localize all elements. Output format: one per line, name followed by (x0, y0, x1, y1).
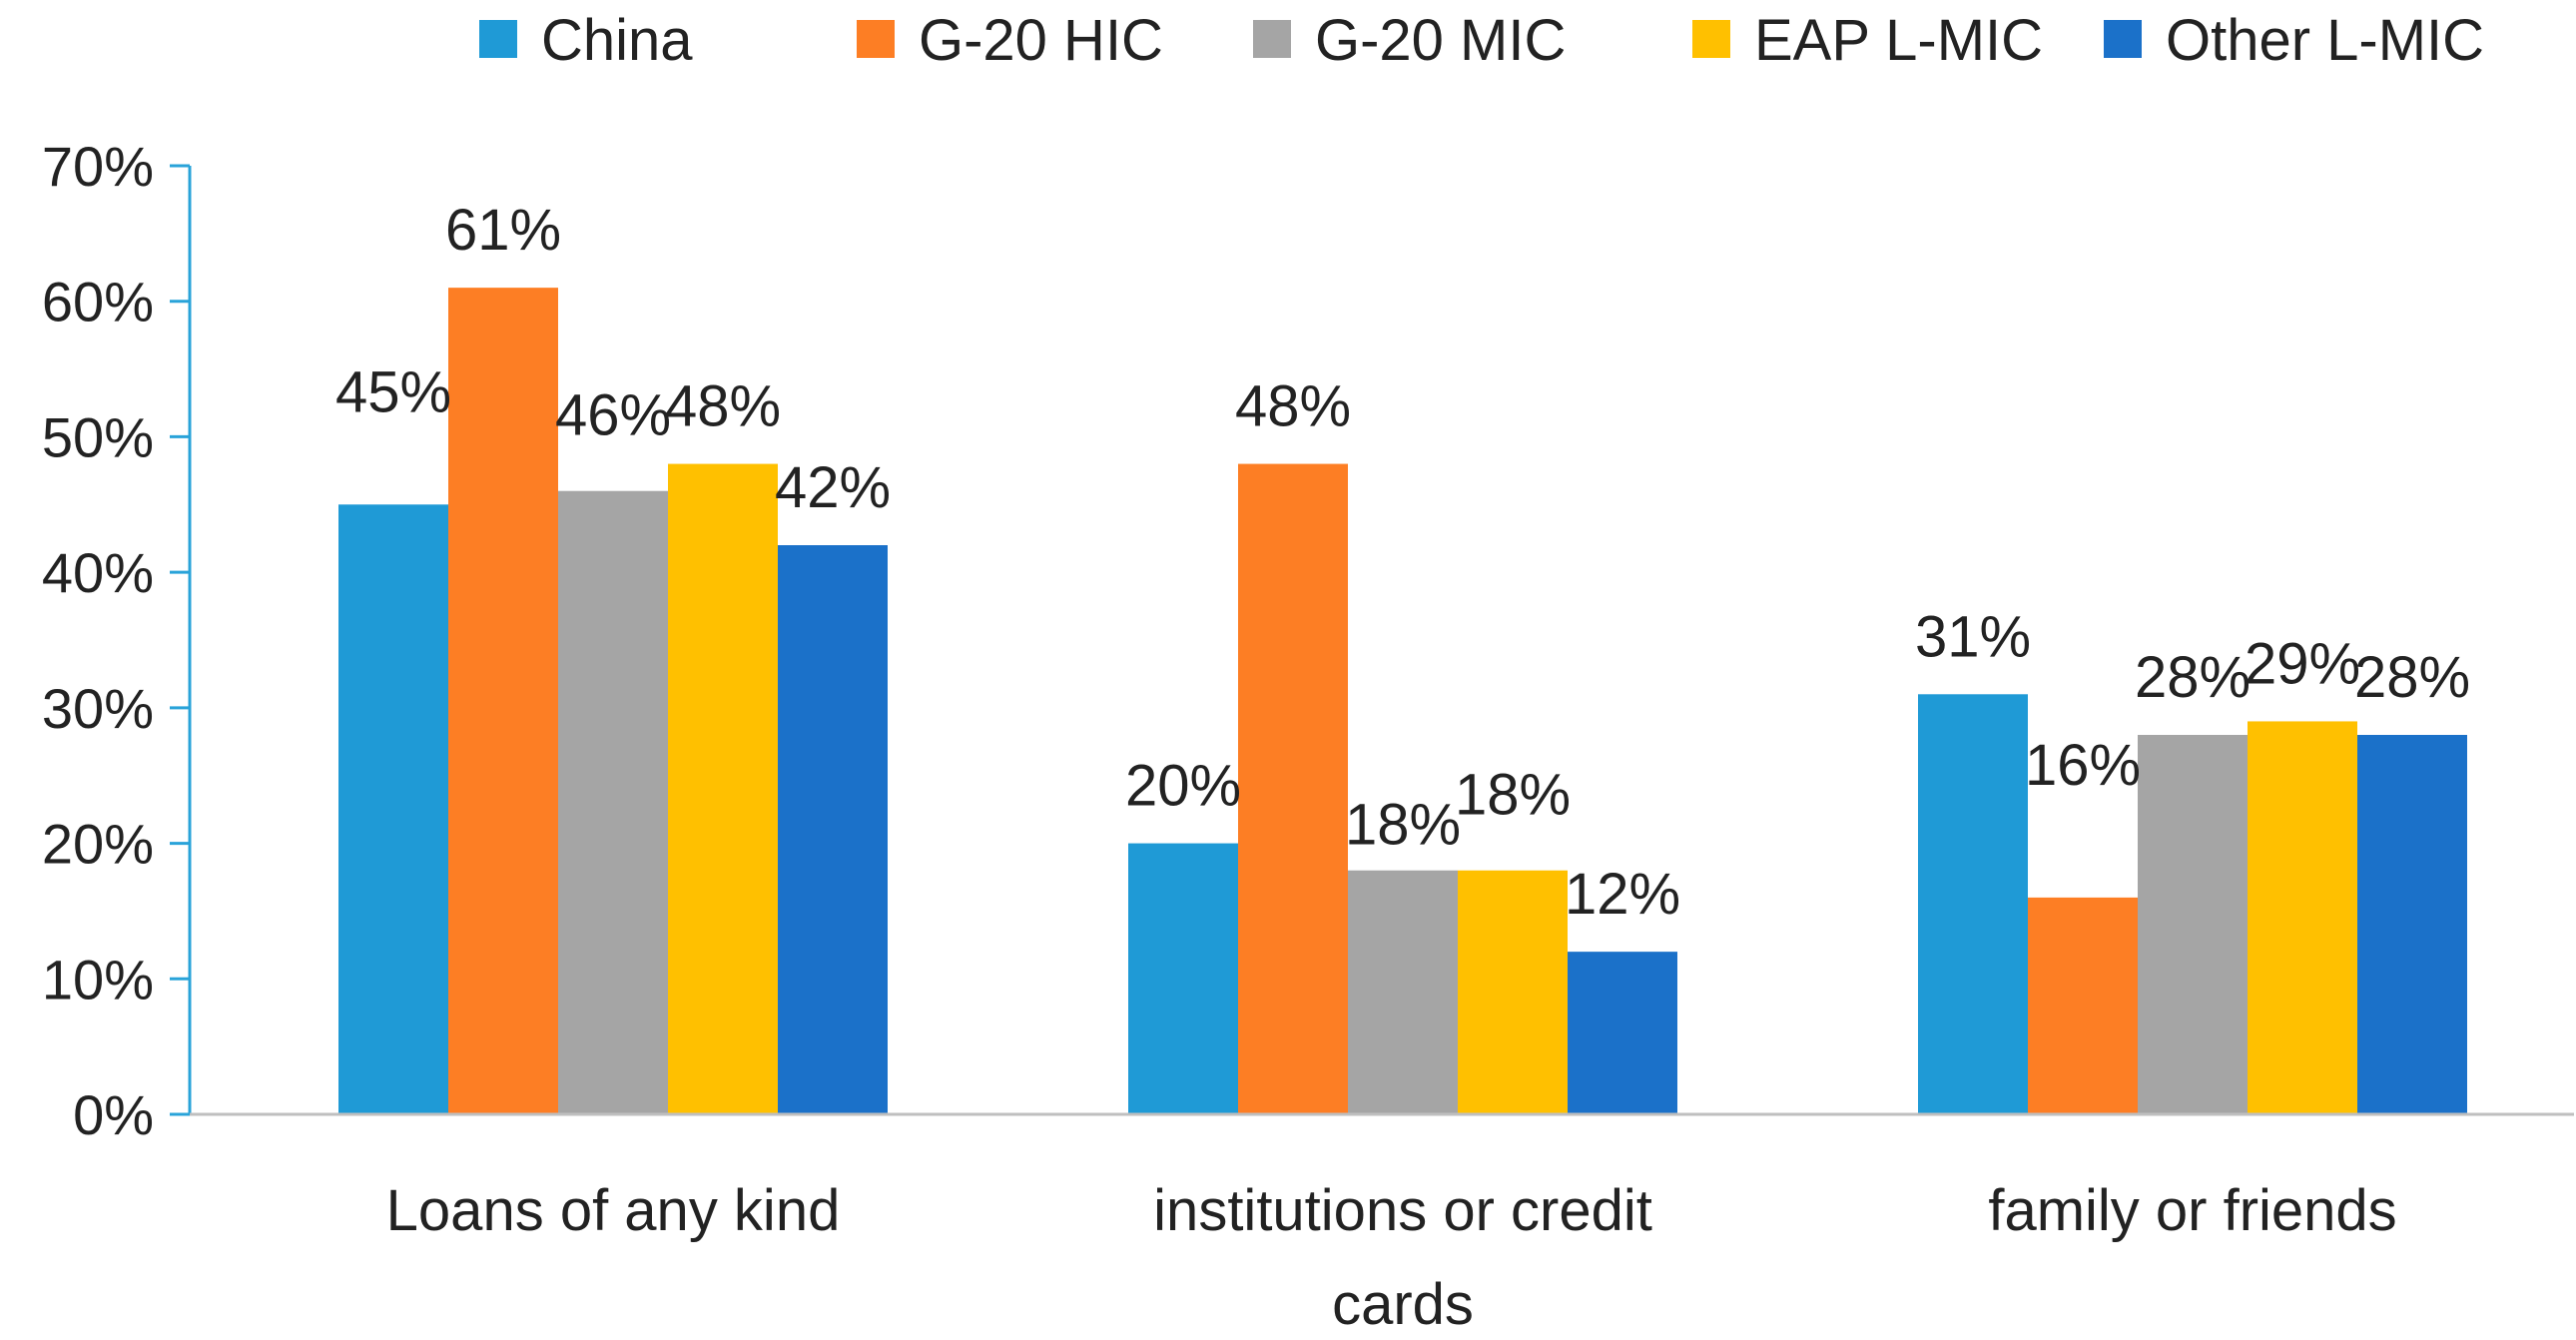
y-axis: 0% 10% 20% 30% 40% 50% 60% 70% (42, 135, 192, 1146)
legend-label: Other L-MIC (2166, 8, 2484, 73)
data-label: 48% (1235, 374, 1351, 439)
x-category-label: cards (1332, 1272, 1474, 1337)
bar-g-20-mic-2 (2138, 735, 2248, 1114)
legend-label: G-20 MIC (1315, 8, 1566, 73)
bar-eap-l-mic-0 (668, 463, 778, 1115)
y-tick-label: 30% (42, 677, 154, 740)
legend-label: G-20 HIC (919, 8, 1163, 73)
data-label: 18% (1455, 763, 1571, 828)
bar-g-20-hic-1 (1238, 463, 1348, 1115)
data-label: 20% (1125, 754, 1241, 819)
x-category-label: Loans of any kind (386, 1178, 841, 1243)
data-label: 16% (2025, 733, 2141, 798)
legend: China G-20 HIC G-20 MIC EAP L-MIC Other L-MI… (479, 8, 2484, 73)
legend-item: G-20 MIC (1253, 8, 1566, 73)
legend-item: China (479, 8, 693, 73)
x-category-label: institutions or credit (1153, 1178, 1652, 1243)
data-label: 61% (445, 198, 561, 263)
legend-swatch (1692, 20, 1730, 58)
bar-china-1 (1128, 843, 1238, 1114)
y-tick-label: 50% (42, 405, 154, 468)
y-tick-label: 70% (42, 135, 154, 198)
x-axis: Loans of any kind institutions or credit c… (190, 1112, 2574, 1337)
data-label: 48% (665, 374, 781, 439)
legend-item: G-20 HIC (857, 8, 1163, 73)
legend-item: Other L-MIC (2104, 8, 2484, 73)
data-labels-group: 45% 20% 31% 61% 48% 16% 46% 18% 28% 48% 18% 29% 42% 1… (335, 198, 2470, 927)
bar-g-20-mic-0 (558, 490, 668, 1114)
legend-swatch (479, 20, 517, 58)
y-tick-label: 60% (42, 271, 154, 334)
bar-g-20-hic-2 (2028, 897, 2138, 1114)
x-category-label: family or friends (1988, 1178, 2396, 1243)
data-label: 12% (1565, 862, 1680, 927)
bar-china-0 (338, 504, 448, 1114)
bar-g-20-mic-1 (1348, 870, 1458, 1114)
data-label: 31% (1915, 604, 2031, 669)
y-tick-label: 10% (42, 948, 154, 1010)
legend-item: EAP L-MIC (1692, 8, 2043, 73)
data-label: 46% (555, 383, 671, 448)
y-tick-label: 0% (73, 1083, 154, 1146)
data-label: 45% (335, 359, 451, 424)
legend-swatch (2104, 20, 2142, 58)
bar-other-l-mic-2 (2357, 735, 2467, 1114)
bar-other-l-mic-1 (1568, 952, 1677, 1114)
bar-eap-l-mic-2 (2248, 721, 2357, 1114)
bar-eap-l-mic-1 (1458, 870, 1568, 1114)
data-label: 28% (2354, 645, 2470, 710)
y-tick-label: 40% (42, 541, 154, 604)
legend-swatch (1253, 20, 1291, 58)
data-label: 29% (2245, 631, 2360, 696)
data-label: 42% (775, 455, 891, 520)
data-label: 28% (2135, 645, 2251, 710)
y-tick-label: 20% (42, 813, 154, 876)
bar-g-20-hic-0 (448, 288, 558, 1115)
data-label: 18% (1345, 793, 1461, 858)
legend-label: EAP L-MIC (1754, 8, 2043, 73)
legend-label: China (541, 8, 693, 73)
bar-other-l-mic-0 (778, 545, 888, 1114)
bar-china-2 (1918, 694, 2028, 1114)
bars-group (338, 288, 2467, 1115)
legend-swatch (857, 20, 895, 58)
